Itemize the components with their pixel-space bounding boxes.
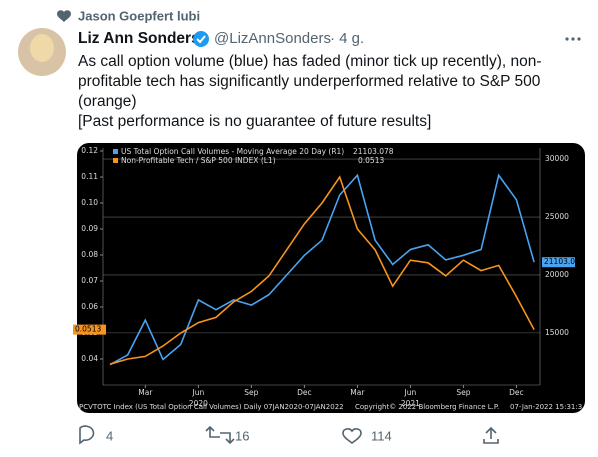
y2-tick-label: 15000 (545, 328, 569, 337)
tweet-text-line: [Past performance is no guarantee of fut… (78, 113, 431, 130)
legend-value: 0.0513 (358, 156, 384, 165)
legend-swatch (113, 158, 118, 163)
tweet-text-line: As call option volume (blue) has faded (… (78, 53, 542, 70)
x-tick-label: Mar (138, 388, 153, 397)
last-value-label: 21103.078 (544, 257, 585, 266)
year-label: 2021 (401, 399, 420, 408)
y-tick-label: 0.10 (81, 198, 98, 207)
like-icon (57, 10, 71, 22)
y-tick-label: 0.04 (81, 354, 98, 363)
reply-icon[interactable] (79, 425, 95, 445)
x-tick-label: Jun (191, 388, 204, 397)
y2-tick-label: 30000 (545, 154, 569, 163)
legend-label: Non-Profitable Tech / S&P 500 INDEX (L1) (121, 156, 276, 165)
series-line (109, 173, 535, 366)
series-line (109, 175, 535, 365)
author-handle[interactable]: @LizAnnSonders (214, 30, 331, 47)
like-count: 114 (371, 428, 392, 443)
reply-count: 4 (106, 428, 113, 443)
tweet-text-line: (orange) (78, 93, 137, 110)
avatar-hair (30, 34, 54, 62)
y-tick-label: 0.08 (81, 250, 98, 259)
x-tick-label: Dec (509, 388, 524, 397)
retweet-count: 16 (235, 428, 249, 443)
x-tick-label: Sep (456, 388, 470, 397)
y2-tick-label: 25000 (545, 212, 569, 221)
chart-footer: PCVTOTC Index (US Total Option Call Volu… (79, 403, 344, 411)
year-label: 2020 (189, 399, 208, 408)
verified-badge (193, 31, 209, 47)
y-tick-label: 0.12 (81, 146, 98, 155)
tweet-time[interactable]: · 4 g. (330, 30, 364, 47)
legend-value: 21103.078 (353, 147, 394, 156)
last-value-label: 0.0513 (75, 325, 101, 334)
legend-label: US Total Option Call Volumes - Moving Av… (121, 147, 344, 156)
author-name[interactable]: Liz Ann Sonders (78, 30, 200, 47)
y-tick-label: 0.07 (81, 276, 98, 285)
like-button-icon[interactable] (342, 428, 362, 444)
chart-footer: Copyright© 2022 Bloomberg Finance L.P. (355, 403, 499, 411)
x-tick-label: Jun (404, 388, 417, 397)
x-tick-label: Mar (350, 388, 365, 397)
chart-image[interactable] (77, 143, 585, 413)
more-menu[interactable] (565, 37, 581, 41)
social-context: Jason Goepfert lubi (78, 8, 200, 23)
retweet-icon[interactable] (205, 425, 235, 445)
last-value-tag (73, 324, 106, 335)
y2-tick-label: 20000 (545, 270, 569, 279)
y-tick-label: 0.09 (81, 224, 98, 233)
share-icon[interactable] (483, 426, 499, 444)
y-tick-label: 0.06 (81, 302, 98, 311)
x-tick-label: Dec (297, 388, 312, 397)
y-tick-label: 0.11 (81, 172, 98, 181)
x-tick-label: Sep (244, 388, 258, 397)
last-value-tag (542, 257, 575, 268)
verified-check (196, 35, 206, 44)
tweet-text-line: profitable tech has significantly underp… (78, 73, 541, 90)
chart-footer: 07-Jan-2022 15:31:3 (510, 403, 582, 411)
legend-swatch (113, 149, 118, 154)
